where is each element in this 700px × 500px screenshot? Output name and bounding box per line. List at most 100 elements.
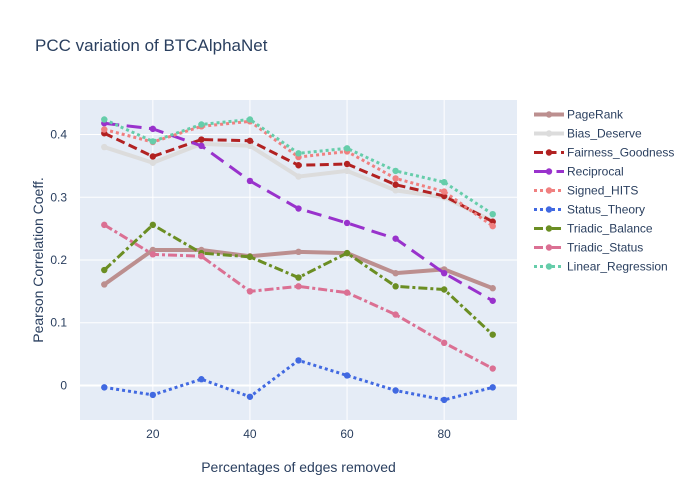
legend-swatch-marker [545, 130, 553, 137]
chart-title: PCC variation of BTCAlphaNet [35, 36, 268, 55]
data-point [295, 150, 302, 157]
data-point [246, 288, 254, 295]
legend-label: Triadic_Balance [567, 222, 653, 236]
legend-swatch-marker [545, 149, 553, 156]
data-point [246, 393, 254, 400]
data-point [440, 339, 448, 347]
data-point [489, 365, 496, 372]
data-point [101, 266, 108, 274]
x-tick-label: 40 [243, 427, 257, 441]
data-point [246, 137, 254, 144]
series-triadic-status [101, 221, 496, 372]
legend-swatch-marker [545, 263, 553, 270]
data-point [149, 159, 157, 166]
data-point [392, 283, 399, 290]
legend-item-linear-regression[interactable]: Linear_Regression [534, 260, 668, 274]
data-point [343, 167, 351, 175]
data-point [149, 251, 157, 258]
data-point [101, 116, 108, 123]
data-point [101, 126, 108, 133]
data-point [101, 281, 108, 288]
legend-item-bias-deserve[interactable]: Bias_Deserve [534, 127, 642, 141]
data-point [149, 153, 157, 160]
legend[interactable]: PageRank Bias_Deserve Fairness_Goodness Rec… [534, 108, 674, 274]
data-point [149, 246, 157, 254]
y-tick-label: 0 [60, 378, 67, 392]
data-point [489, 285, 496, 292]
x-tick-label: 20 [146, 427, 160, 441]
legend-label: Bias_Deserve [567, 127, 642, 141]
data-point [246, 177, 254, 185]
data-point [149, 138, 157, 145]
y-tick-label: 0.2 [50, 253, 67, 267]
legend-swatch-marker [545, 187, 553, 194]
data-point [489, 222, 496, 230]
data-point [392, 311, 399, 318]
data-point [295, 162, 302, 169]
data-point [246, 116, 254, 123]
legend-swatch-marker [545, 225, 553, 232]
legend-label: Triadic_Status [567, 241, 643, 255]
data-point [101, 143, 108, 151]
series-line [103, 223, 494, 370]
data-point [149, 125, 157, 133]
legend-label: Linear_Regression [567, 260, 668, 274]
series-linear-regression [101, 116, 496, 218]
legend-item-status-theory[interactable]: Status_Theory [534, 203, 645, 217]
data-point [343, 249, 351, 257]
data-point [295, 283, 302, 290]
legend-item-reciprocal[interactable]: Reciprocal [534, 165, 624, 179]
data-point [295, 173, 302, 180]
data-point [149, 391, 157, 399]
y-axis-ticks: 0 0.1 0.2 0.3 0.4 [50, 128, 67, 393]
series-layer [101, 116, 496, 404]
data-point [392, 235, 399, 242]
data-point [295, 205, 302, 212]
data-point [246, 253, 254, 261]
data-point [489, 384, 496, 391]
legend-swatch-marker [545, 244, 553, 251]
data-point [489, 297, 496, 304]
data-point [440, 286, 448, 293]
legend-label: PageRank [567, 108, 624, 122]
legend-item-fairness-goodness[interactable]: Fairness_Goodness [534, 146, 674, 160]
data-point [392, 167, 399, 175]
y-tick-label: 0.3 [50, 190, 67, 204]
data-point [198, 376, 205, 383]
data-point [295, 357, 302, 364]
legend-label: Fairness_Goodness [567, 146, 674, 160]
data-point [440, 269, 448, 277]
series-status-theory [101, 357, 496, 404]
legend-swatch-marker [545, 206, 553, 213]
data-point [392, 387, 399, 394]
legend-swatch-marker [545, 111, 553, 118]
legend-label: Reciprocal [567, 165, 624, 179]
legend-label: Status_Theory [567, 203, 645, 217]
data-point [343, 219, 351, 227]
legend-item-triadic-status[interactable]: Triadic_Status [534, 241, 643, 255]
data-point [343, 160, 351, 168]
data-point [392, 187, 399, 194]
data-point [198, 121, 205, 128]
x-tick-label: 80 [437, 427, 451, 441]
data-point [489, 210, 496, 218]
x-axis-title: Percentages of edges removed [201, 459, 396, 475]
legend-item-triadic-balance[interactable]: Triadic_Balance [534, 222, 653, 236]
data-point [343, 145, 351, 152]
data-point [392, 181, 399, 188]
legend-item-signed-hits[interactable]: Signed_HITS [534, 184, 638, 198]
data-point [101, 221, 108, 229]
series-triadic-balance [101, 221, 496, 338]
data-point [246, 142, 254, 150]
data-point [343, 372, 351, 379]
data-point [198, 142, 205, 150]
data-point [489, 331, 496, 338]
x-axis-ticks: 20 40 60 80 [146, 427, 451, 441]
legend-swatch-marker [545, 168, 553, 175]
legend-item-pagerank[interactable]: PageRank [534, 108, 624, 122]
legend-label: Signed_HITS [567, 184, 638, 198]
data-point [392, 269, 399, 277]
data-point [343, 289, 351, 296]
data-point [198, 253, 205, 260]
